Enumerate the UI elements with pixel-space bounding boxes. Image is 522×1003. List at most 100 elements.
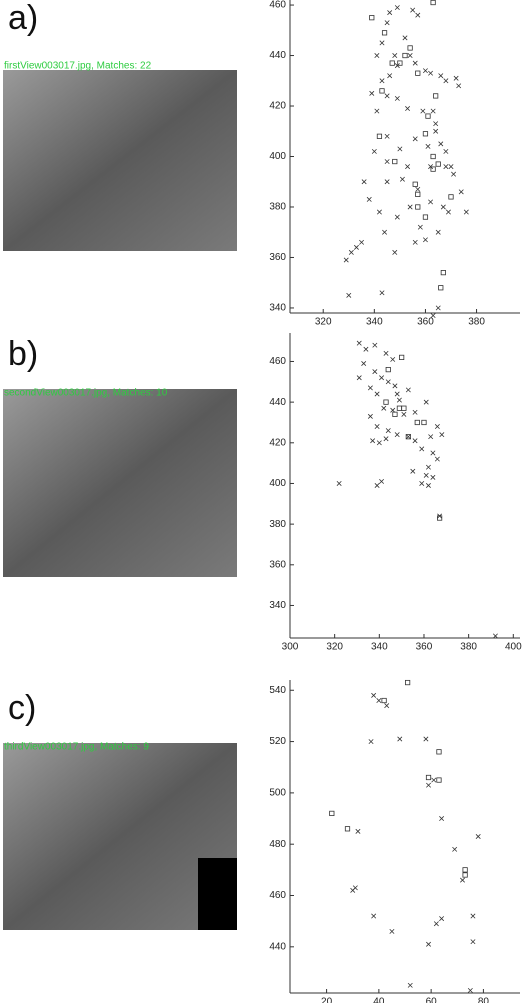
x-marker xyxy=(379,290,385,296)
square-marker xyxy=(430,166,436,172)
x-marker xyxy=(394,432,400,438)
x-marker xyxy=(407,982,413,988)
x-marker xyxy=(405,387,411,393)
x-marker xyxy=(402,35,408,41)
x-marker xyxy=(374,108,380,114)
square-marker xyxy=(430,153,436,160)
x-marker xyxy=(376,440,382,446)
x-marker xyxy=(412,438,418,444)
y-tick-label: 400 xyxy=(269,478,286,489)
x-marker xyxy=(438,141,444,147)
square-marker xyxy=(376,133,383,139)
photo xyxy=(3,389,237,577)
x-marker xyxy=(433,921,439,927)
x-marker xyxy=(374,391,380,397)
x-marker xyxy=(356,375,362,381)
x-marker xyxy=(366,196,372,202)
x-marker xyxy=(470,913,476,919)
x-tick-label: 300 xyxy=(282,642,299,653)
x-marker xyxy=(384,20,390,26)
square-marker xyxy=(401,405,407,411)
x-marker xyxy=(433,121,439,127)
x-marker xyxy=(430,474,436,480)
square-marker xyxy=(412,181,418,187)
x-marker xyxy=(425,483,431,488)
x-marker xyxy=(390,356,396,362)
square-marker xyxy=(435,161,441,167)
x-marker xyxy=(381,405,387,411)
x-marker xyxy=(394,391,400,397)
square-marker xyxy=(381,697,387,704)
x-marker xyxy=(370,438,376,444)
x-marker xyxy=(359,239,365,245)
square-marker xyxy=(383,399,389,405)
square-marker xyxy=(399,354,405,361)
square-marker xyxy=(405,434,411,440)
x-marker xyxy=(412,409,418,415)
y-tick-label: 460 xyxy=(269,356,286,367)
x-marker xyxy=(420,108,426,114)
x-marker xyxy=(383,436,389,442)
square-marker xyxy=(437,515,443,521)
x-marker xyxy=(422,68,428,74)
x-tick-label: 340 xyxy=(366,317,383,328)
x-marker xyxy=(405,164,411,170)
square-marker xyxy=(415,70,421,76)
square-marker xyxy=(425,774,432,781)
x-marker xyxy=(376,698,382,704)
x-marker xyxy=(348,249,354,255)
x-marker xyxy=(423,399,429,405)
y-tick-label: 500 xyxy=(269,788,286,799)
x-marker xyxy=(379,78,385,84)
x-marker xyxy=(438,73,444,79)
x-marker xyxy=(389,928,395,934)
x-marker xyxy=(458,189,464,195)
y-tick-label: 360 xyxy=(269,252,286,263)
x-marker xyxy=(394,95,400,101)
x-marker xyxy=(355,828,361,834)
x-marker xyxy=(392,383,398,389)
x-marker xyxy=(475,834,481,839)
x-marker xyxy=(443,164,449,170)
square-marker xyxy=(415,204,421,210)
image-caption: secondView003017.jpg, Matches: 10 xyxy=(4,388,168,399)
x-marker xyxy=(374,483,380,488)
x-marker xyxy=(443,148,449,154)
y-tick-label: 440 xyxy=(269,50,286,61)
y-tick-label: 440 xyxy=(269,397,286,408)
y-tick-label: 380 xyxy=(269,519,286,530)
x-marker xyxy=(456,83,462,89)
y-tick-label: 340 xyxy=(269,303,286,314)
x-marker xyxy=(374,53,380,59)
x-marker xyxy=(361,361,367,366)
image-caption: thirdView003017.jpg, Matches: 9 xyxy=(4,742,149,753)
x-marker xyxy=(470,939,476,945)
x-marker xyxy=(463,209,469,215)
x-marker xyxy=(382,229,388,235)
y-tick-label: 340 xyxy=(269,600,286,611)
square-marker xyxy=(392,411,398,417)
x-marker xyxy=(405,434,411,440)
y-tick-label: 400 xyxy=(269,151,286,162)
square-marker xyxy=(389,60,395,66)
x-marker xyxy=(428,434,434,440)
x-tick-label: 400 xyxy=(505,642,522,653)
x-marker xyxy=(425,464,431,470)
y-tick-label: 420 xyxy=(269,437,286,448)
x-marker xyxy=(343,257,349,263)
x-marker xyxy=(453,75,459,81)
x-tick-label: 20 xyxy=(321,997,333,1003)
x-marker xyxy=(435,305,441,311)
x-tick-label: 320 xyxy=(315,317,332,328)
photo xyxy=(3,70,237,251)
x-marker xyxy=(451,171,457,177)
x-marker xyxy=(412,136,418,142)
x-marker xyxy=(385,379,391,385)
x-marker xyxy=(387,73,393,79)
x-marker xyxy=(387,10,393,16)
x-marker xyxy=(371,913,377,919)
x-marker xyxy=(371,148,377,154)
x-marker xyxy=(405,106,411,112)
x-marker xyxy=(372,342,378,348)
